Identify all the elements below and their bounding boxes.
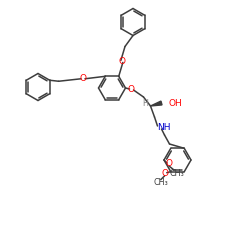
- Text: NH: NH: [157, 122, 170, 132]
- Text: O: O: [161, 169, 168, 178]
- Text: O: O: [118, 57, 126, 66]
- Text: CH₃: CH₃: [170, 168, 184, 177]
- Text: O: O: [80, 74, 86, 83]
- Text: H: H: [142, 98, 148, 108]
- Text: CH₃: CH₃: [154, 178, 168, 187]
- Text: O: O: [166, 160, 172, 168]
- Text: OH: OH: [168, 98, 182, 108]
- Text: O: O: [128, 84, 135, 94]
- Polygon shape: [150, 101, 162, 106]
